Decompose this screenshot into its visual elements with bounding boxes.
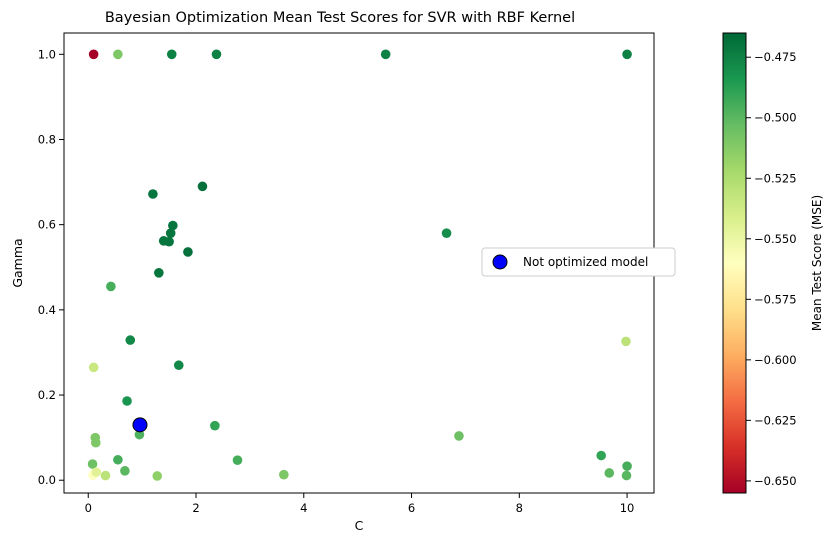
data-point: [211, 49, 222, 60]
colorbar-tick-label: −0.500: [754, 111, 797, 125]
data-point: [88, 362, 99, 373]
data-point: [106, 281, 116, 292]
y-axis-label: Gamma: [10, 238, 25, 287]
legend-box: [481, 247, 676, 277]
colorbar-tick-label: −0.625: [754, 413, 797, 427]
data-point: [441, 228, 452, 238]
y-tick-label: 0.4: [38, 303, 56, 317]
legend: Not optimized model: [481, 247, 676, 277]
x-tick-label: 10: [620, 501, 635, 515]
data-point: [88, 49, 99, 60]
colorbar-gradient: [722, 32, 747, 494]
x-axis-label: C: [355, 518, 364, 533]
colorbar-tick-label: −0.550: [754, 232, 797, 246]
data-point: [197, 181, 208, 192]
data-point: [113, 454, 123, 465]
data-point: [380, 49, 391, 60]
data-point: [168, 220, 178, 231]
colorbar-tick-label: −0.475: [754, 50, 797, 64]
data-point: [279, 469, 289, 480]
data-point: [91, 467, 102, 477]
y-tick-label: 0.6: [38, 218, 56, 232]
data-point: [120, 466, 130, 476]
data-point: [164, 236, 174, 247]
legend-label: Not optimized model: [523, 255, 648, 269]
data-point: [148, 189, 158, 199]
colorbar-tick-label: −0.575: [754, 292, 797, 306]
y-tick-label: 0.2: [38, 388, 56, 402]
highlight-point: [132, 417, 148, 433]
chart-title: Bayesian Optimization Mean Test Scores f…: [105, 10, 575, 26]
y-tick-label: 0.0: [38, 473, 56, 487]
colorbar: −0.475 −0.500 −0.525 −0.550 −0.575 −0.600 −0.6…: [722, 32, 824, 494]
data-point: [134, 429, 145, 440]
data-point: [622, 461, 632, 471]
data-point: [152, 471, 163, 481]
colorbar-tick-label: −0.600: [754, 353, 797, 367]
y-tick-label: 0.8: [38, 132, 56, 146]
colorbar-tick-label: −0.525: [754, 171, 797, 185]
data-point: [125, 335, 136, 345]
data-point: [113, 49, 123, 60]
data-point: [173, 360, 184, 371]
x-tick-label: 4: [300, 501, 307, 515]
x-tick-label: 6: [408, 501, 415, 515]
scatter-points: [87, 49, 632, 481]
colorbar-tick-label: −0.650: [754, 474, 797, 488]
data-point: [621, 470, 632, 481]
data-point: [183, 247, 193, 257]
data-point: [210, 420, 220, 431]
data-point: [604, 468, 615, 478]
x-tick-label: 2: [192, 501, 199, 515]
data-point: [100, 470, 111, 481]
x-tick-label: 8: [516, 501, 523, 515]
colorbar-ticks: −0.475 −0.500 −0.525 −0.550 −0.575 −0.600 −0.6…: [746, 50, 797, 488]
highlight-point-layer: [132, 417, 148, 433]
x-tick-label: 0: [85, 501, 92, 515]
data-point: [154, 267, 164, 278]
data-point: [87, 459, 98, 469]
data-point: [622, 49, 632, 60]
colorbar-label: Mean Test Score (MSE): [810, 195, 824, 331]
data-point: [90, 437, 101, 448]
data-point: [596, 450, 606, 461]
x-axis: 0 2 4 6 8 10: [85, 493, 635, 515]
y-axis: 0.0 0.2 0.4 0.6 0.8 1.0: [38, 47, 64, 487]
data-point: [166, 49, 177, 60]
data-point: [122, 396, 132, 406]
legend-marker: [492, 254, 508, 270]
data-point: [232, 455, 243, 466]
data-point: [454, 431, 464, 441]
data-point: [165, 228, 176, 238]
y-tick-label: 1.0: [38, 47, 56, 61]
data-point: [621, 336, 631, 347]
